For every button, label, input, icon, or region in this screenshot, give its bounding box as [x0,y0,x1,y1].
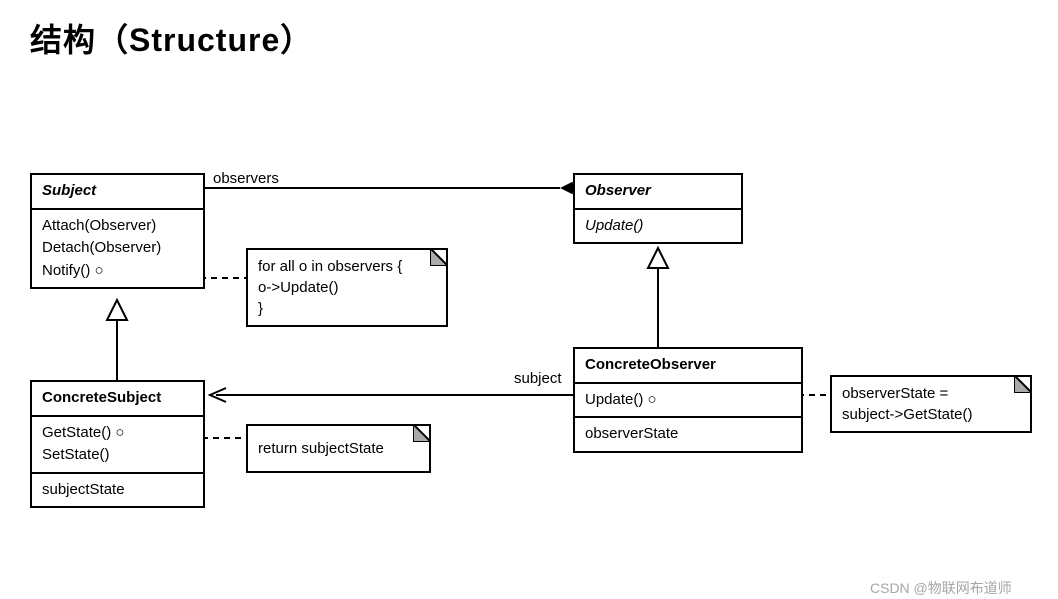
class-concrete-observer-attrs: observerState [575,418,801,451]
note-line: observerState = [842,383,1020,404]
note-fold-icon [1014,375,1032,393]
note-notify: for all o in observers { o->Update() } [246,248,448,327]
note-line: } [258,298,436,319]
method: Detach(Observer) [42,237,193,260]
class-concrete-subject-name: ConcreteSubject [32,382,203,417]
class-subject: Subject Attach(Observer) Detach(Observer… [30,173,205,289]
connector-layer [0,0,1058,599]
class-concrete-observer-name: ConcreteObserver [575,349,801,384]
class-concrete-subject: ConcreteSubject GetState() ○ SetState() … [30,380,205,508]
method: Update() [585,215,731,238]
note-update: observerState = subject->GetState() [830,375,1032,433]
diagram-title: 结构（Structure） [30,15,313,61]
class-concrete-observer-methods: Update() ○ [575,384,801,419]
attribute: observerState [585,423,791,446]
method: Notify() ○ [42,260,193,283]
watermark: CSDN @物联网布道师 [870,578,1012,598]
class-observer-name: Observer [575,175,741,210]
class-concrete-subject-methods: GetState() ○ SetState() [32,417,203,474]
attribute: subjectState [42,479,193,502]
note-fold-icon [430,248,448,266]
method: SetState() [42,444,193,467]
label-observers: observers [213,170,279,187]
note-line: return subjectState [258,438,419,459]
class-concrete-observer: ConcreteObserver Update() ○ observerStat… [573,347,803,453]
note-line: for all o in observers { [258,256,436,277]
class-observer-methods: Update() [575,210,741,243]
method: Attach(Observer) [42,215,193,238]
note-line: o->Update() [258,277,436,298]
label-subject: subject [514,370,562,387]
note-fold-icon [413,424,431,442]
class-subject-methods: Attach(Observer) Detach(Observer) Notify… [32,210,203,288]
note-getstate: return subjectState [246,424,431,473]
method: Update() ○ [585,389,791,412]
note-line: subject->GetState() [842,404,1020,425]
class-subject-name: Subject [32,175,203,210]
class-concrete-subject-attrs: subjectState [32,474,203,507]
class-observer: Observer Update() [573,173,743,244]
method: GetState() ○ [42,422,193,445]
